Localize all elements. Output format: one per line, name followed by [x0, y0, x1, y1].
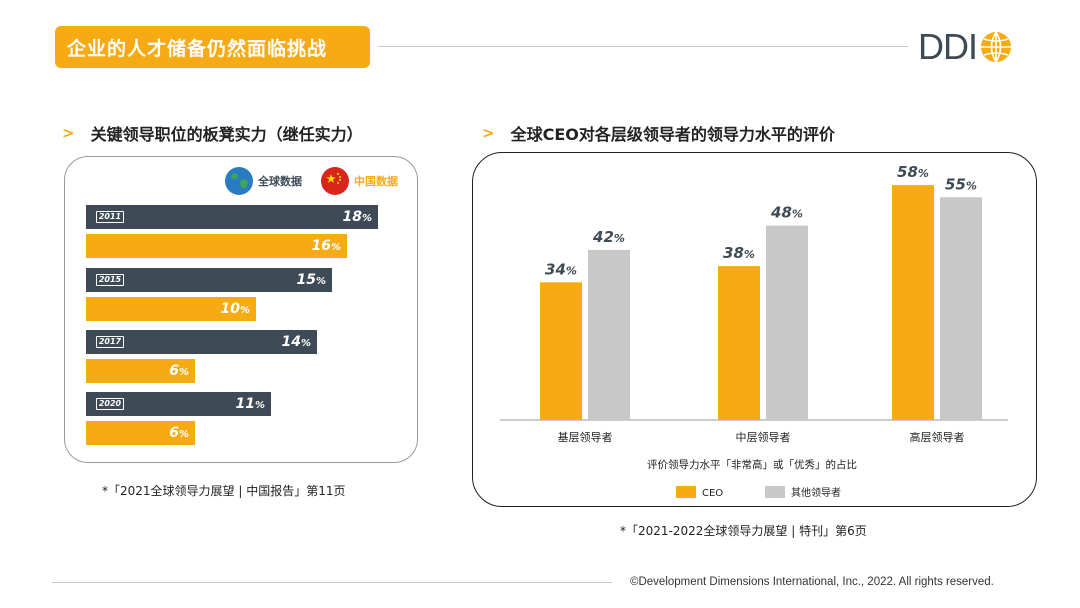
- bar-2020-global: 11%: [86, 392, 271, 416]
- bar-value-label: 6%: [169, 425, 189, 441]
- legend-ceo-swatch: [676, 486, 696, 498]
- ddi-logo: DDI: [918, 26, 1038, 68]
- copyright: ©Development Dimensions International, I…: [630, 576, 994, 588]
- x-tick-label: 中层领导者: [736, 431, 791, 444]
- legend-china-label: 中国数据: [354, 175, 398, 188]
- bar-value-label: 6%: [169, 363, 189, 379]
- page-title: 企业的人才储备仍然面临挑战: [67, 37, 328, 60]
- chevron-right-icon: >: [482, 124, 495, 142]
- legend-ceo-label: CEO: [702, 488, 723, 499]
- bar-中层领导者-其他领导者: [766, 225, 808, 420]
- bar-value-label: 18%: [342, 209, 372, 225]
- bar-value-label: 48%: [770, 204, 803, 222]
- bar-2011-china: 16%: [86, 234, 347, 258]
- right-section-title: > 全球CEO对各层级领导者的领导力水平的评价: [482, 121, 835, 145]
- bar-基层领导者-CEO: [540, 282, 582, 420]
- year-label-2020: 2020: [95, 397, 125, 411]
- bar-value-label: 34%: [545, 260, 577, 278]
- legend-china: 中国数据: [320, 166, 398, 196]
- bar-value-label: 11%: [235, 396, 265, 412]
- bar-value-label: 42%: [592, 228, 625, 246]
- right-footnote: *「2021-2022全球领导力展望 | 特刊」第6页: [620, 524, 867, 538]
- x-tick-label: 高层领导者: [910, 430, 965, 444]
- legend-global-label: 全球数据: [258, 175, 302, 188]
- x-tick-label: 基层领导者: [558, 431, 613, 444]
- bar-value-label: 14%: [281, 334, 311, 350]
- bar-value-label: 58%: [897, 163, 929, 181]
- year-label-2011: 2011: [95, 210, 125, 224]
- bar-value-label: 10%: [220, 301, 250, 317]
- year-label-2015: 2015: [95, 273, 125, 287]
- bar-2017-china: 6%: [86, 359, 195, 383]
- legend-other-swatch: [765, 486, 785, 498]
- bar-2017-global: 14%: [86, 330, 317, 354]
- bar-value-label: 55%: [945, 175, 977, 193]
- left-footnote: *「2021全球领导力展望 | 中国报告」第11页: [102, 484, 346, 498]
- bar-value-label: 15%: [296, 272, 326, 288]
- legend-other-label: 其他领导者: [791, 486, 841, 499]
- bar-value-label: 16%: [311, 238, 341, 254]
- bar-基层领导者-其他领导者: [588, 249, 630, 420]
- page-title-banner: 企业的人才储备仍然面临挑战: [55, 26, 370, 68]
- chevron-right-icon: >: [62, 124, 75, 142]
- bar-2020-china: 6%: [86, 421, 195, 445]
- bar-2011-global: 18%: [86, 205, 378, 229]
- left-section-title: > 关键领导职位的板凳实力（继任实力）: [62, 121, 363, 145]
- bar-2015-china: 10%: [86, 297, 256, 321]
- bar-中层领导者-CEO: [718, 266, 760, 420]
- globe-logo-icon: [981, 31, 1011, 63]
- x-axis-caption: 评价领导力水平「非常高」或「优秀」的占比: [647, 458, 857, 471]
- left-section-title-text: 关键领导职位的板凳实力（继任实力）: [90, 125, 363, 144]
- legend-global: 全球数据: [224, 166, 302, 196]
- bar-高层领导者-CEO: [892, 185, 934, 420]
- logo-text: DDI: [918, 26, 978, 67]
- china-flag-icon: [321, 167, 349, 195]
- title-divider: [378, 46, 908, 47]
- bar-value-label: 38%: [723, 244, 755, 262]
- footer-divider: [52, 582, 612, 583]
- bar-高层领导者-其他领导者: [940, 197, 982, 420]
- bar-2015-global: 15%: [86, 268, 332, 292]
- globe-icon: [225, 167, 253, 195]
- right-section-title-text: 全球CEO对各层级领导者的领导力水平的评价: [510, 125, 835, 144]
- year-label-2017: 2017: [95, 335, 125, 349]
